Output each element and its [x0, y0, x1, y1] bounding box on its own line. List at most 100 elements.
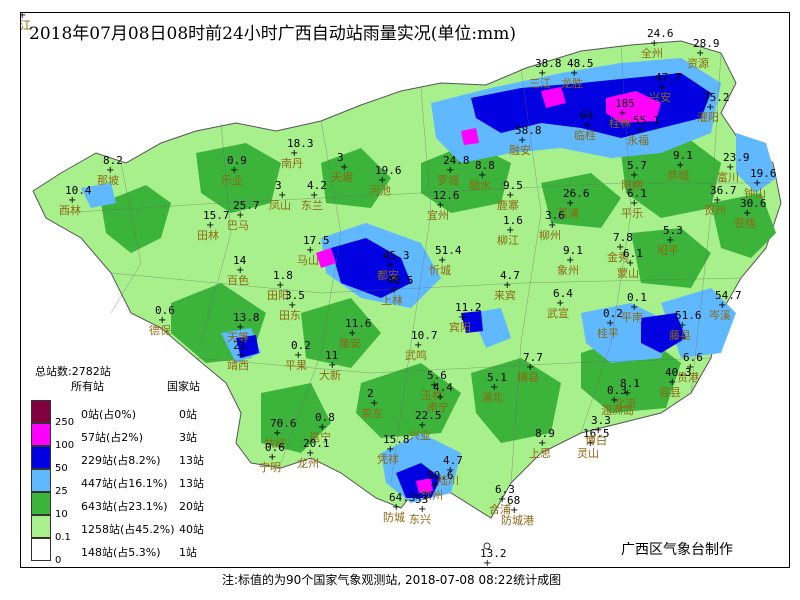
- station-rainfall-value: 14: [233, 254, 247, 267]
- station-rainfall-value: 54.7: [715, 289, 742, 302]
- station: 9.1+象州: [557, 244, 583, 277]
- station-name: 德保: [149, 323, 171, 337]
- station: 11+大新: [319, 349, 341, 382]
- station-marker: +: [278, 190, 286, 201]
- station-rainfall-value: 3.6: [545, 209, 565, 222]
- station: 20.1+龙州: [297, 437, 330, 470]
- station-marker: +: [318, 422, 326, 433]
- station-name: 钟山: [744, 186, 766, 200]
- station-marker: +: [570, 68, 578, 79]
- station-marker: +: [390, 285, 398, 296]
- station-rainfall-value: 9.1: [563, 244, 583, 257]
- station-marker: +: [753, 178, 761, 189]
- station-marker: +: [666, 235, 674, 246]
- station: 8.9+上思: [529, 427, 555, 460]
- station-rainfall-value: 12.6: [433, 189, 460, 202]
- station-marker: +: [526, 362, 534, 373]
- station-marker: +: [348, 328, 356, 339]
- station-name: 隆安: [339, 336, 361, 350]
- station-marker: +: [268, 452, 276, 463]
- legend-national-count: 40站: [179, 523, 204, 536]
- station-rainfall-value: 1.6: [503, 214, 523, 227]
- station: 26.6+荔浦: [557, 187, 590, 220]
- station-rainfall-value: 58.8: [515, 124, 542, 137]
- station-rainfall-value: 6.6: [683, 351, 703, 364]
- station-name: 桂林: [609, 116, 631, 130]
- station-rainfall-value: 23.9: [723, 151, 750, 164]
- station-marker: +: [538, 438, 546, 449]
- station-name: 钦州: [421, 489, 443, 502]
- station: 36.7+贺州: [704, 184, 737, 217]
- station-name: 浦北: [481, 391, 503, 404]
- legend-swatch-250: [31, 400, 51, 423]
- station-marker: +: [556, 298, 564, 309]
- station-rainfall-value: 8.9: [535, 427, 555, 440]
- station-rainfall-value: 9.1: [673, 149, 693, 162]
- station-rainfall-value: 4.2: [307, 179, 327, 192]
- legend: 所有站 国家站 250 100 50 25 10 0.1 0 0站(占0%) 0…: [29, 378, 239, 567]
- station-name: 鹿寨: [497, 198, 519, 212]
- station-marker: +: [294, 350, 302, 361]
- station: 18.3+南丹: [281, 137, 314, 170]
- station-name: 田东: [279, 309, 301, 322]
- station-name: 防城: [383, 510, 405, 524]
- legend-level: 50: [55, 463, 68, 474]
- station: 6.1+蒙山: [617, 247, 643, 280]
- county-boundaries: [60, 44, 771, 484]
- station-rainfall-value: 9.5: [503, 179, 523, 192]
- station: 5.7+阳朔: [621, 159, 647, 192]
- legend-swatch-10-25: [31, 492, 51, 515]
- station-marker: +: [713, 195, 721, 206]
- legend-level: 0.1: [55, 532, 71, 543]
- station: 75.2+灌阳: [697, 91, 730, 124]
- station-rainfall-value: 3.5: [285, 289, 305, 302]
- station-marker: +: [414, 340, 422, 351]
- station-rainfall-value: 4.4: [433, 381, 453, 394]
- station: 7.7+横县: [517, 351, 543, 384]
- station-marker: +: [636, 125, 644, 136]
- station: 68+防城港: [501, 494, 534, 527]
- station-marker: +: [726, 162, 734, 173]
- station-marker: +: [236, 350, 244, 361]
- station-marker: +: [430, 480, 438, 491]
- station-marker: +: [583, 120, 591, 131]
- station-rainfall-value: 8.1: [620, 377, 640, 390]
- station: 4.4+南宁: [427, 381, 453, 414]
- station-rainfall-value: 15.7: [203, 209, 230, 222]
- station: 8.1+北流: [614, 377, 640, 410]
- station-marker: +: [206, 220, 214, 231]
- legend-swatch-100-250: [31, 423, 51, 446]
- station: 3.3+博白: [585, 414, 611, 447]
- station-name: 平乐: [621, 207, 643, 220]
- rainfall-map-frame: 38.8 + 三江 48.5 + 龙胜 47.7 + 兴安 24.6 + 全州 28.9 + 资源 75.2 +…: [20, 12, 790, 568]
- station: 53+东兴: [409, 493, 431, 526]
- station-marker: +: [668, 377, 676, 388]
- station: 4.7+来宾: [494, 269, 520, 302]
- legend-all-count: 57站(占2%): [81, 431, 144, 444]
- station: 5.1+浦北: [481, 371, 507, 404]
- weizhou-island: [483, 542, 491, 550]
- station: 6.3+合浦: [489, 483, 515, 516]
- rain-100-250-zones: [316, 87, 661, 493]
- station-marker: +: [370, 398, 378, 409]
- station-rainfall-value: 5.7: [627, 159, 647, 172]
- station-rainfall-value: 10.4: [65, 184, 92, 197]
- station-marker: +: [276, 280, 284, 291]
- station-total: 总站数:2782站: [35, 365, 111, 378]
- station-name: 武宣: [547, 306, 569, 320]
- station-marker: +: [430, 380, 438, 391]
- station-marker: +: [650, 38, 658, 49]
- station-rainfall-value: 51.6: [675, 309, 702, 322]
- station-name: 环江: [21, 19, 31, 32]
- station-marker: +: [518, 135, 526, 146]
- station-name: 蒙山: [617, 267, 639, 280]
- station-rainfall-value: 3: [337, 151, 344, 164]
- station-name: 融安: [509, 143, 531, 157]
- station: 48.5+龙胜: [561, 57, 594, 90]
- station-name: 陆川: [437, 473, 459, 487]
- station-name: 乐业: [221, 174, 243, 187]
- station: 17.5+马山: [297, 234, 330, 267]
- footnote: 注:标值的为90个国家气象观测站, 2018-07-08 08:22统计成图: [222, 573, 562, 587]
